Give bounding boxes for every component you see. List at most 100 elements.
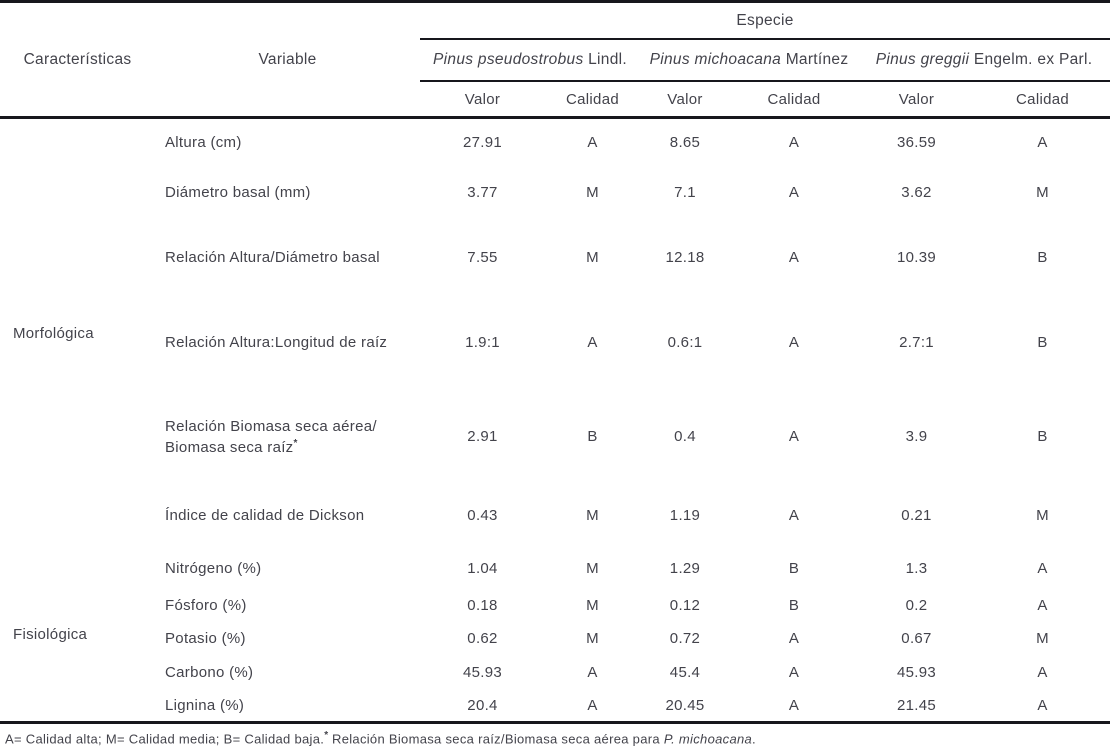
- valor-cell: 3.77: [467, 184, 498, 201]
- footnote-marker: *: [293, 437, 298, 449]
- table-body: Morfológica Altura (cm) 27.91 A 8.65 A 36.59 A D…: [0, 118, 1110, 723]
- calidad-cell: A: [788, 696, 800, 714]
- variable-cell: Altura (cm): [165, 133, 242, 151]
- valor-cell: 0.2: [905, 597, 928, 614]
- variable-cell: Índice de calidad de Dickson: [165, 507, 365, 524]
- calidad-cell: A: [587, 334, 598, 351]
- table-row: Índice de calidad de Dickson 0.43 M 1.19 A 0.…: [0, 484, 1110, 548]
- calidad-cell: B: [788, 597, 800, 614]
- table-row: Relación Altura/Diámetro basal 7.55 M 12.18…: [0, 220, 1110, 296]
- calidad-cell: A: [788, 334, 800, 351]
- calidad-cell: A: [788, 630, 800, 647]
- calidad-cell: M: [586, 630, 599, 647]
- valor-cell: 0.62: [467, 630, 498, 647]
- valor-cell: 10.39: [896, 249, 937, 266]
- species-binomial: Pinus pseudostrobus: [433, 51, 584, 68]
- table-row: Relación Biomasa seca aérea/Biomasa seca…: [0, 390, 1110, 484]
- valor-cell: 2.91: [467, 428, 498, 445]
- species-header-greggii: Pinus greggii Engelm. ex Parl.: [858, 39, 1110, 82]
- table-row: Fósforo (%) 0.18 M 0.12 B 0.2 A: [0, 590, 1110, 622]
- valor-cell: 0.18: [467, 597, 498, 614]
- subheader-valor: Valor: [640, 81, 730, 119]
- valor-cell: 1.04: [467, 560, 498, 577]
- valor-cell: 7.1: [674, 184, 696, 201]
- subheader-valor: Valor: [420, 81, 545, 119]
- variable-cell: Lignina (%): [165, 696, 245, 714]
- table-row: Relación Altura:Longitud de raíz 1.9:1 A 0.…: [0, 296, 1110, 390]
- calidad-cell: M: [1036, 507, 1049, 524]
- footnote-note: Relación Biomasa seca raíz/Biomasa seca …: [328, 731, 664, 746]
- calidad-cell: M: [586, 249, 599, 266]
- header-row-valor-calidad: Valor Calidad Valor Calidad Valor Calida…: [0, 81, 1110, 119]
- table-row: Carbono (%) 45.93 A 45.4 A 45.93 A: [0, 656, 1110, 690]
- valor-cell: 1.29: [669, 560, 701, 577]
- footnote-asterisk: *: [324, 730, 329, 741]
- col-header-caracteristicas: Características: [0, 1, 155, 119]
- group-label: Fisiológica: [13, 625, 88, 643]
- header-row-species: Pinus pseudostrobus Lindl. Pinus michoac…: [0, 39, 1110, 82]
- subheader-calidad: Calidad: [975, 81, 1110, 119]
- valor-cell: 8.65: [669, 133, 701, 151]
- calidad-cell: B: [1037, 334, 1048, 351]
- header-row-especie: Características Variable Especie: [0, 1, 1110, 119]
- species-quality-table: Características Variable Especie Pinus p…: [0, 0, 1110, 724]
- valor-cell: 3.62: [901, 184, 932, 201]
- valor-cell: 0.4: [674, 428, 696, 445]
- subheader-calidad: Calidad: [730, 81, 858, 119]
- calidad-cell: A: [1037, 696, 1048, 714]
- calidad-cell: A: [587, 133, 598, 151]
- species-authority: Lindl.: [588, 51, 627, 68]
- footnote-legend: A= Calidad alta; M= Calidad media; B= Ca…: [5, 731, 325, 746]
- calidad-cell: A: [1037, 597, 1048, 614]
- calidad-cell: M: [586, 560, 599, 577]
- calidad-cell: M: [586, 507, 599, 524]
- footnote-note-end: .: [752, 731, 756, 746]
- variable-cell: Diámetro basal (mm): [165, 184, 311, 201]
- table-row: Morfológica Altura (cm) 27.91 A 8.65 A 36.59 A: [0, 118, 1110, 342]
- calidad-cell: M: [1036, 184, 1049, 201]
- species-authority: Martínez: [785, 51, 849, 68]
- calidad-cell: A: [1037, 664, 1048, 681]
- calidad-cell: M: [586, 597, 599, 614]
- calidad-cell: A: [788, 428, 800, 445]
- species-binomial: Pinus greggii: [875, 51, 970, 68]
- calidad-cell: M: [1036, 630, 1049, 647]
- col-header-especie: Especie: [420, 1, 1110, 40]
- valor-cell: 2.7:1: [899, 334, 934, 351]
- valor-cell: 20.4: [467, 696, 498, 714]
- valor-cell: 0.12: [669, 597, 701, 614]
- calidad-cell: B: [1037, 249, 1048, 266]
- variable-cell: Potasio (%): [165, 630, 246, 647]
- calidad-cell: A: [788, 133, 800, 151]
- calidad-cell: A: [587, 664, 598, 681]
- valor-cell: 1.19: [669, 507, 701, 524]
- calidad-cell: A: [788, 184, 800, 201]
- calidad-cell: B: [788, 560, 800, 577]
- valor-cell: 21.45: [896, 696, 937, 714]
- valor-cell: 0.6:1: [667, 334, 703, 351]
- species-binomial: Pinus michoacana: [649, 51, 782, 68]
- species-header-michoacana: Pinus michoacana Martínez: [640, 39, 858, 82]
- variable-cell: Relación Altura/Diámetro basal: [165, 249, 380, 266]
- species-header-pseudostrobus: Pinus pseudostrobus Lindl.: [420, 39, 640, 82]
- valor-cell: 45.4: [669, 664, 701, 681]
- valor-cell: 0.72: [669, 630, 701, 647]
- table-row: Diámetro basal (mm) 3.77 M 7.1 A 3.62 M: [0, 166, 1110, 220]
- valor-cell: 0.43: [467, 507, 498, 524]
- table-row: Potasio (%) 0.62 M 0.72 A 0.67 M: [0, 622, 1110, 656]
- calidad-cell: A: [1037, 133, 1048, 151]
- valor-cell: 20.45: [665, 696, 705, 714]
- calidad-cell: B: [1037, 428, 1048, 445]
- valor-cell: 7.55: [467, 249, 498, 266]
- valor-cell: 45.93: [462, 664, 503, 681]
- valor-cell: 27.91: [462, 133, 503, 151]
- table-footnote: A= Calidad alta; M= Calidad media; B= Ca…: [0, 724, 1110, 746]
- table-row: Fisiológica Nitrógeno (%) 1.04 M 1.29 B 1.3 A: [0, 548, 1110, 643]
- variable-cell: Fósforo (%): [165, 597, 247, 614]
- valor-cell: 0.67: [901, 630, 932, 647]
- calidad-cell: A: [788, 507, 800, 524]
- subheader-valor: Valor: [858, 81, 975, 119]
- species-authority: Engelm. ex Parl.: [973, 51, 1093, 68]
- variable-cell: Relación Biomasa seca aérea/Biomasa seca…: [165, 417, 377, 456]
